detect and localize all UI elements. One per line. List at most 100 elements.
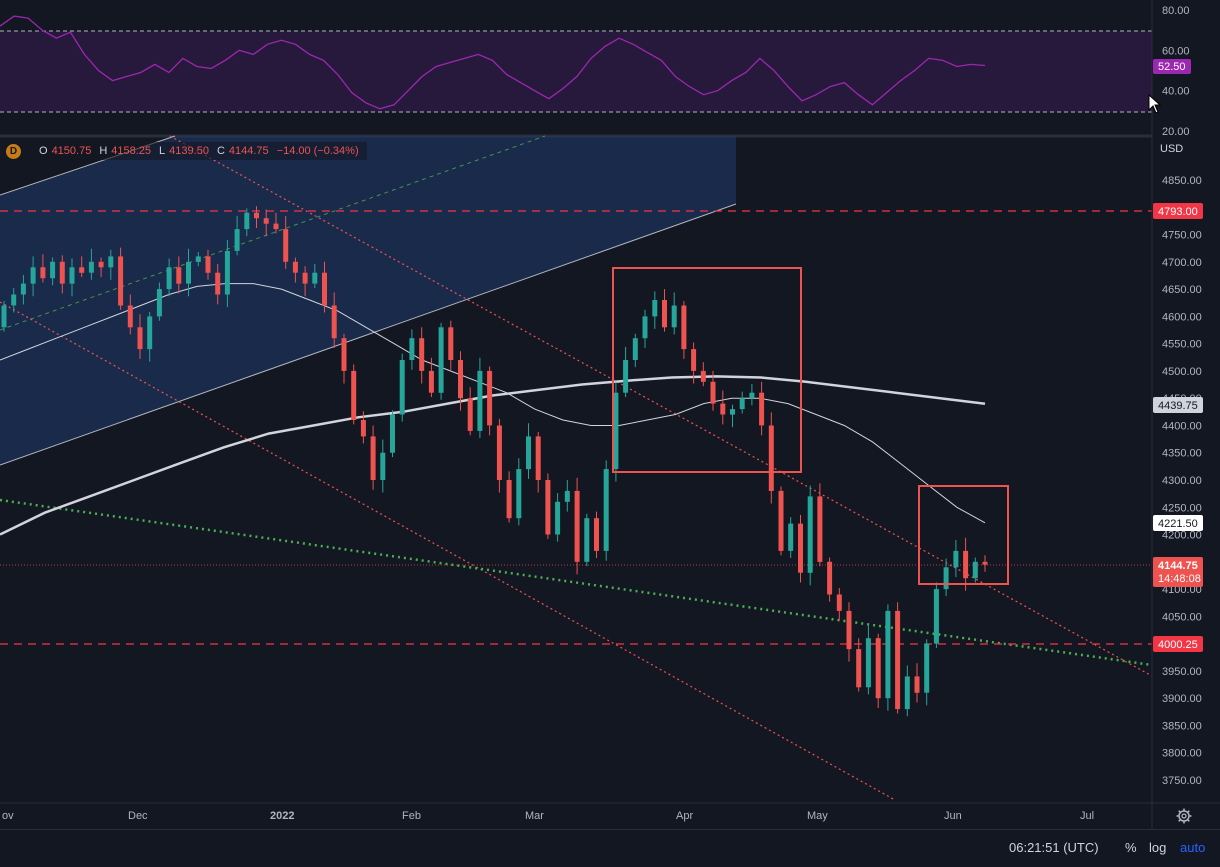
price-tick-label: 4850.00 [1162,175,1202,187]
candle [798,514,803,583]
resistance-value: 4793.00 [1158,206,1198,218]
price-tick-label: 4350.00 [1162,448,1202,460]
candle [331,292,337,348]
support-price-label: 4000.25 [1153,636,1203,652]
price-tick-label: 4500.00 [1162,366,1202,378]
low-value: 4139.50 [169,145,209,157]
price-tick-label: 3750.00 [1162,775,1202,787]
channel-mid-line [0,135,546,331]
candle [953,540,959,578]
rsi-tick-label: 20.00 [1162,126,1190,138]
rsi-pane [0,15,1152,113]
candle [380,439,386,493]
ma50-price-label: 4221.50 [1153,515,1203,531]
candle [496,418,502,493]
candle [302,266,308,297]
change-value: −14.00 (−0.34%) [276,145,359,157]
price-tick-label: 4700.00 [1162,257,1202,269]
candle [933,582,939,648]
price-tick-label: 3900.00 [1162,693,1202,705]
downtrend-line-upper [169,135,1153,677]
candle [632,333,638,368]
candle [108,249,114,280]
candle [20,274,26,305]
log-scale-toggle[interactable]: log [1149,840,1167,855]
cursor-arrow-icon [1148,94,1162,114]
close-value: 4144.75 [228,145,269,157]
candle [409,329,415,370]
time-tick-label: Dec [128,810,148,822]
time-axis[interactable]: ov Dec 2022 Feb Mar Apr May Jun Jul [2,810,1094,822]
utc-clock[interactable]: 06:21:51 (UTC) [1009,840,1099,855]
candle [156,282,162,321]
time-tick-label: Apr [676,810,693,822]
ma50-line [0,283,986,524]
highlight-box-june[interactable] [918,485,1009,585]
candle [283,216,289,269]
rsi-tick-label: 80.00 [1162,5,1190,17]
price-tick-label: 4050.00 [1162,611,1202,623]
auto-scale-toggle[interactable]: auto [1180,840,1206,855]
time-tick-label: 2022 [270,810,294,822]
candle [924,639,930,706]
candle [603,460,609,561]
candle [564,480,570,512]
candle [972,557,978,583]
candle [467,387,473,436]
candle [700,362,706,387]
ma200-line [0,375,986,536]
price-pane [0,135,1153,801]
candle [730,404,735,428]
candle [904,665,910,717]
candle [807,485,813,586]
highlight-box-march-april[interactable] [612,267,802,473]
open-value: 4150.75 [51,145,92,157]
rsi-axis[interactable]: 80.00 60.00 40.00 20.00 [1162,5,1190,138]
candle [778,486,784,556]
candle [817,483,823,567]
candle [788,517,794,558]
candle [370,425,376,490]
gear-icon[interactable] [1176,808,1192,824]
price-tick-label: 4400.00 [1162,420,1202,432]
candle [224,240,230,308]
candle [594,511,599,558]
candle [205,249,211,280]
candle [856,638,862,692]
candle [759,381,765,436]
candle [98,257,104,278]
candle [662,289,667,332]
candle [516,458,522,526]
candle [885,604,891,711]
candle [739,391,745,414]
candle [671,292,677,335]
percent-scale-toggle[interactable]: % [1125,840,1137,855]
rsi-tick-label: 60.00 [1162,45,1190,57]
candles-group [1,206,988,717]
price-tick-label: 4100.00 [1162,584,1202,596]
candle [147,312,153,362]
candle [895,602,901,714]
candle [943,558,949,597]
candle [234,216,240,256]
candle [875,633,881,708]
resistance-price-label: 4793.00 [1153,203,1203,219]
candle [827,557,833,602]
candle [613,381,619,482]
candle [487,366,493,436]
price-axis[interactable]: 4850.004800.004750.004700.004650.004600.… [1162,175,1202,787]
candle [710,370,716,411]
symbol-badge[interactable]: D [6,143,21,159]
candle [30,256,36,297]
high-label: H [99,145,108,157]
candle [458,351,463,411]
candle [691,342,697,384]
low-label: L [159,145,166,157]
candle [448,320,454,370]
candle [118,247,124,310]
candle [477,357,483,438]
candle [438,322,444,400]
candle [846,602,852,662]
candle [681,301,687,359]
